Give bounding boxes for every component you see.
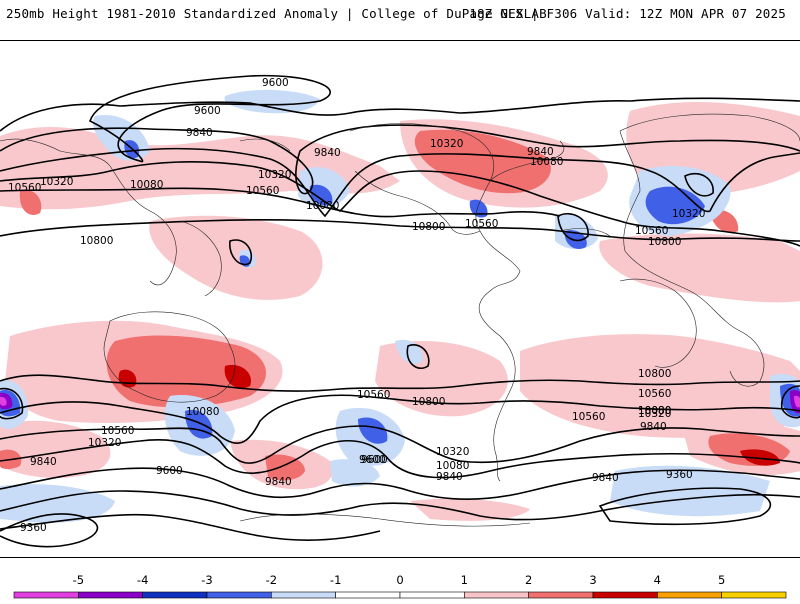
contour-label: 10320 (40, 176, 73, 188)
contour-label: 10560 (246, 185, 279, 197)
contour-label: 10080 (186, 406, 219, 418)
colorbar-segment (399, 591, 465, 599)
colorbar-segment (721, 591, 787, 599)
colorbar-segment (528, 591, 594, 599)
colorbar-segment (335, 591, 401, 599)
positive-anomaly-medium (0, 129, 790, 481)
colorbar-segment (13, 591, 79, 599)
contour-label: 10800 (648, 236, 681, 248)
contour-label: 9840 (527, 146, 554, 158)
contour-label: 10800 (412, 221, 445, 233)
contour-label: 9600 (361, 454, 388, 466)
contour-label: 9840 (30, 456, 57, 468)
colorbar-tick-label: 5 (718, 573, 725, 587)
contour-label: 9840 (265, 476, 292, 488)
contour-label: 10320 (430, 138, 463, 150)
contour-labels: 9600 9600 9840 9840 10080 10320 10560 10… (8, 77, 705, 534)
colorbar-tick-label: 3 (589, 573, 596, 587)
model-run-info: 18Z GFS | F306 Valid: 12Z MON APR 07 202… (469, 6, 786, 21)
contour-label: 10800 (638, 368, 671, 380)
contour-label: 10320 (258, 169, 291, 181)
contour-label: 9840 (592, 472, 619, 484)
contour-label: 9360 (20, 522, 47, 534)
contour-label: 10080 (130, 179, 163, 191)
height-contours (0, 74, 800, 548)
contour-label: 10320 (436, 446, 469, 458)
colorbar-segment (464, 591, 529, 599)
colorbar-segment (78, 591, 143, 599)
colorbar-tick-label: -3 (201, 573, 212, 587)
contour-label: 10560 (465, 218, 498, 230)
colorbar-tick-label: 4 (654, 573, 661, 587)
contour-label: 9600 (359, 454, 386, 466)
contour-label: 10560 (635, 225, 668, 237)
contour-label: 10800 (412, 396, 445, 408)
contour-label: 10560 (638, 388, 671, 400)
contour-label: 10080 (530, 156, 563, 168)
contour-label: 10080 (638, 405, 671, 417)
contour-label: 9600 (262, 77, 289, 89)
map-title: 250mb Height 1981-2010 Standardized Anom… (6, 6, 547, 21)
header: 250mb Height 1981-2010 Standardized Anom… (0, 0, 800, 40)
contour-label: 10560 (357, 389, 390, 401)
contour-label: 9360 (666, 469, 693, 481)
colorbar-segment (657, 591, 722, 599)
contour-label: 10080 (306, 200, 339, 212)
coastlines (0, 113, 800, 527)
contour-label: 9600 (194, 105, 221, 117)
contour-label: 9840 (640, 421, 667, 433)
contour-label: 9840 (436, 471, 463, 483)
colorbar-segment (271, 591, 336, 599)
colorbar-svg: -5 -4 -3 -2 -1 0 1 2 3 4 5 (13, 573, 787, 599)
contour-label: 10800 (80, 235, 113, 247)
anomaly-colorbar: -5 -4 -3 -2 -1 0 1 2 3 4 5 (0, 570, 800, 600)
contour-label: 10560 (572, 411, 605, 423)
contour-label: 10080 (436, 460, 469, 472)
negative-anomaly-extreme (0, 390, 800, 414)
contour-label: 10320 (88, 437, 121, 449)
positive-anomaly-light (0, 101, 800, 521)
colorbar-tick-label: -4 (137, 573, 148, 587)
colorbar-segment (142, 591, 208, 599)
contour-label: 10560 (8, 182, 41, 194)
colorbar-segment (206, 591, 272, 599)
colorbar-tick-label: -1 (330, 573, 341, 587)
contour-label: 10320 (672, 208, 705, 220)
contour-label: 9840 (314, 147, 341, 159)
contour-label: 9600 (156, 465, 183, 477)
contour-label: 10080 (638, 405, 671, 417)
contour-label: 10560 (101, 425, 134, 437)
map-panel: 9600 9600 9840 9840 10080 10320 10560 10… (0, 40, 800, 558)
colorbar-tick-label: 1 (461, 573, 468, 587)
colorbar-tick-label: -5 (73, 573, 84, 587)
colorbar-tick-label: 0 (396, 573, 403, 587)
colorbar-tick-label: -2 (266, 573, 277, 587)
colorbar-tick-label: 2 (525, 573, 532, 587)
contour-label: 10320 (638, 408, 671, 420)
anomaly-map: 9600 9600 9840 9840 10080 10320 10560 10… (0, 74, 800, 548)
colorbar-segment (592, 591, 658, 599)
contour-label: 9840 (186, 127, 213, 139)
